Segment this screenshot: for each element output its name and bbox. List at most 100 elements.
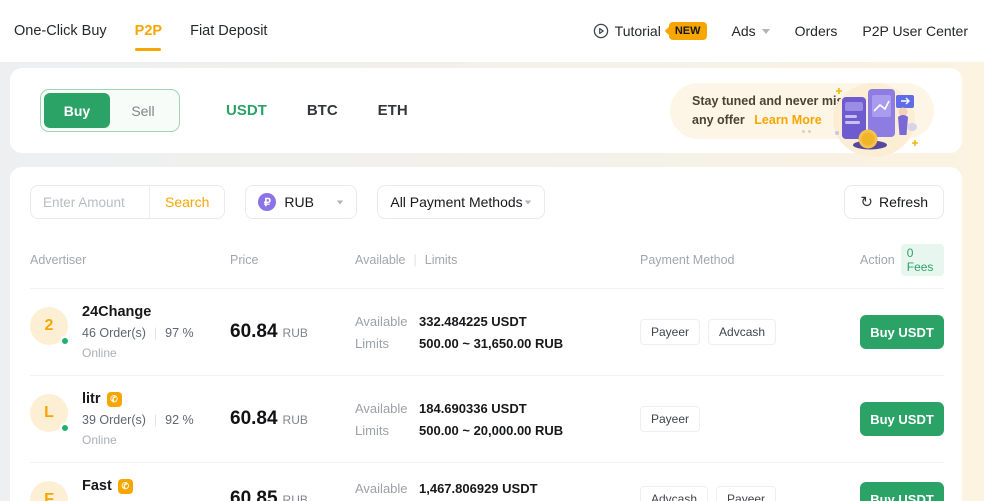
page-background: Buy Sell USDT BTC ETH Stay tuned and nev… <box>0 62 984 501</box>
advertiser-name-text: 24Change <box>82 304 152 320</box>
advertiser-info: Fast ✆ 120 Order(s) | 100 % <box>82 478 208 501</box>
advertiser-avatar[interactable]: L <box>30 394 70 433</box>
orders-link[interactable]: Orders <box>795 23 838 39</box>
advertiser-name[interactable]: Fast ✆ <box>82 478 208 494</box>
meta-separator: | <box>153 413 158 427</box>
tutorial-link[interactable]: Tutorial NEW <box>593 22 707 40</box>
available-value: 184.690336 USDT <box>419 400 527 416</box>
online-status-dot <box>60 423 70 433</box>
advertiser-cell: F Fast ✆ 120 Order(s) | 100 % <box>30 478 230 501</box>
limits-label: Limits <box>355 422 389 438</box>
price-cell: 60.85 RUB <box>230 488 355 501</box>
nav-tab-fiat-deposit[interactable]: Fiat Deposit <box>190 23 268 39</box>
refresh-label: Refresh <box>878 194 928 210</box>
payment-method-select[interactable]: All Payment Methods <box>377 185 546 219</box>
meta-separator: | <box>153 326 158 340</box>
payment-method-value: All Payment Methods <box>390 194 523 210</box>
promo-banner: Stay tuned and never miss any offer Lear… <box>670 83 934 157</box>
ads-menu[interactable]: Ads <box>732 23 770 39</box>
coin-tab-eth[interactable]: ETH <box>377 102 408 119</box>
buy-usdt-button[interactable]: Buy USDT <box>860 315 944 349</box>
chevron-down-icon <box>337 200 344 204</box>
advertiser-avatar[interactable]: 2 <box>30 307 70 346</box>
price-cell: 60.84 RUB <box>230 408 355 430</box>
price-cell: 60.84 RUB <box>230 321 355 343</box>
listings-card: Search ₽ RUB All Payment Methods ↻ Refre… <box>10 167 962 501</box>
banner-text: Stay tuned and never miss any offer Lear… <box>692 92 854 130</box>
price-value: 60.84 <box>230 408 278 429</box>
currency-select[interactable]: ₽ RUB <box>245 185 358 219</box>
amount-search-group: Search <box>30 185 226 219</box>
phone-verified-icon: ✆ <box>117 478 133 494</box>
advertiser-info: litr ✆ 39 Order(s) | 92 % Online <box>82 391 194 447</box>
buy-toggle-button[interactable]: Buy <box>44 93 110 128</box>
available-value: 1,467.806929 USDT <box>419 480 538 496</box>
price-currency: RUB <box>282 413 308 427</box>
search-button[interactable]: Search <box>149 186 225 218</box>
table-header: Advertiser Price Available | Limits Paym… <box>30 244 944 288</box>
header-available-limits: Available | Limits <box>355 253 640 267</box>
order-count: 39 Order(s) <box>82 413 146 427</box>
payment-chip: Payeer <box>640 406 701 432</box>
header-payment-method: Payment Method <box>640 253 735 267</box>
phone-verified-icon: ✆ <box>106 391 122 407</box>
advertiser-name[interactable]: litr ✆ <box>82 391 194 407</box>
buy-usdt-button[interactable]: Buy USDT <box>860 482 944 501</box>
header-advertiser: Advertiser <box>30 253 87 267</box>
banner-message: Stay tuned and never miss any offer <box>692 94 851 127</box>
amount-input[interactable] <box>31 194 149 210</box>
limits-label: Limits <box>355 335 389 351</box>
action-cell: Buy USDT <box>860 315 944 349</box>
advertiser-name[interactable]: 24Change <box>82 304 194 320</box>
sell-toggle-button[interactable]: Sell <box>131 102 155 119</box>
coin-tabs: USDT BTC ETH <box>226 102 408 119</box>
online-status-label: Online <box>82 433 117 447</box>
buy-usdt-button[interactable]: Buy USDT <box>860 402 944 436</box>
p2p-user-center-link[interactable]: P2P User Center <box>862 23 968 39</box>
completion-rate: 97 % <box>165 326 194 340</box>
table-row: L litr ✆ 39 Order(s) | 92 % Online <box>30 375 944 462</box>
online-status-label: Online <box>82 346 117 360</box>
completion-rate: 92 % <box>165 413 194 427</box>
advertiser-meta: 39 Order(s) | 92 % <box>82 413 194 427</box>
zero-fees-badge: 0 Fees <box>900 244 944 276</box>
advertiser-name-text: Fast <box>82 478 112 494</box>
table-row: F Fast ✆ 120 Order(s) | 100 % <box>30 462 944 501</box>
payment-methods-cell: Payeer <box>640 406 860 432</box>
online-status-dot <box>60 336 70 346</box>
price-currency: RUB <box>282 326 308 340</box>
price-value: 60.84 <box>230 321 278 342</box>
coin-tab-usdt[interactable]: USDT <box>226 102 267 119</box>
avatar-letter: L <box>44 404 54 421</box>
avatar-letter: 2 <box>44 317 54 334</box>
nav-tab-p2p[interactable]: P2P <box>133 3 164 59</box>
advertiser-avatar[interactable]: F <box>30 481 68 501</box>
advertiser-cell: L litr ✆ 39 Order(s) | 92 % Online <box>30 391 230 447</box>
nav-tabs: One-Click Buy P2P Fiat Deposit <box>12 3 269 59</box>
limits-value: 500.00 ~ 31,650.00 RUB <box>419 335 564 351</box>
header-limits: Limits <box>424 253 458 267</box>
refresh-button[interactable]: ↻ Refresh <box>844 185 944 219</box>
payment-chip: Payeer <box>640 319 701 345</box>
available-label: Available <box>355 480 408 496</box>
available-value: 332.484225 USDT <box>419 313 527 329</box>
banner-illustration <box>833 83 918 157</box>
refresh-icon: ↻ <box>860 194 873 211</box>
advertiser-info: 24Change 46 Order(s) | 97 % Online <box>82 304 194 360</box>
advertiser-name-text: litr <box>82 391 101 407</box>
available-limits-cell: Available 184.690336 USDT Limits 500.00 ~ … <box>355 401 640 438</box>
avatar-letter: F <box>44 491 54 501</box>
price-value: 60.85 <box>230 488 278 501</box>
top-nav: One-Click Buy P2P Fiat Deposit Tutorial … <box>0 0 984 62</box>
coin-tab-btc[interactable]: BTC <box>306 102 338 119</box>
available-label: Available <box>355 400 408 416</box>
nav-tab-one-click-buy[interactable]: One-Click Buy <box>14 23 107 39</box>
filter-bar: Search ₽ RUB All Payment Methods ↻ Refre… <box>30 185 944 219</box>
learn-more-link[interactable]: Learn More <box>754 113 822 127</box>
chevron-down-icon <box>761 28 770 34</box>
nav-right: Tutorial NEW Ads Orders P2P User Center <box>593 22 968 40</box>
advertiser-cell: 2 24Change 46 Order(s) | 97 % Online <box>30 304 230 360</box>
payment-chip: Advcash <box>708 319 777 345</box>
header-separator: | <box>413 253 417 267</box>
header-action: Action 0 Fees <box>860 244 944 276</box>
